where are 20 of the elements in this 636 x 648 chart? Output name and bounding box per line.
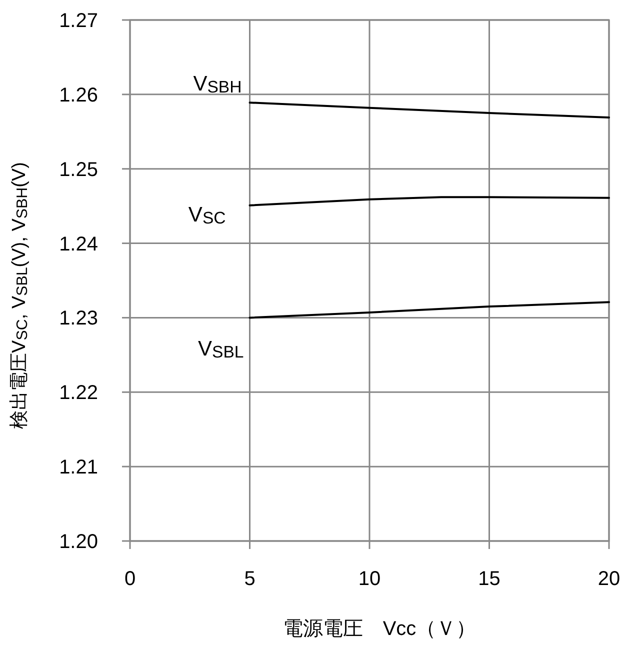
x-tick-label: 5 <box>244 568 256 590</box>
y-tick-label: 1.20 <box>59 531 98 553</box>
x-tick-label: 10 <box>358 568 381 590</box>
x-tick-label: 15 <box>478 568 500 590</box>
line-series <box>248 301 610 319</box>
x-tick-label: 0 <box>124 568 136 590</box>
y-tick-label: 1.26 <box>59 84 98 106</box>
y-tick-label: 1.22 <box>59 382 98 404</box>
y-tick-label: 1.27 <box>59 10 98 32</box>
line-series <box>248 196 610 206</box>
y-tick-label: 1.24 <box>59 233 98 256</box>
series-label: V$_{SC}$ <box>188 203 226 228</box>
y-tick-label: 1.23 <box>59 308 98 330</box>
y-tick-label: 1.25 <box>59 158 98 181</box>
y-tick-label: 1.21 <box>59 456 98 479</box>
x-axis-title: 電源電圧 Vcc（Ｖ） <box>282 618 476 640</box>
series-label: V$_{SBH}$ <box>193 72 242 97</box>
line-series <box>248 102 610 118</box>
series-label: V$_{SBL}$ <box>198 338 244 362</box>
x-tick-label: 20 <box>598 568 620 590</box>
